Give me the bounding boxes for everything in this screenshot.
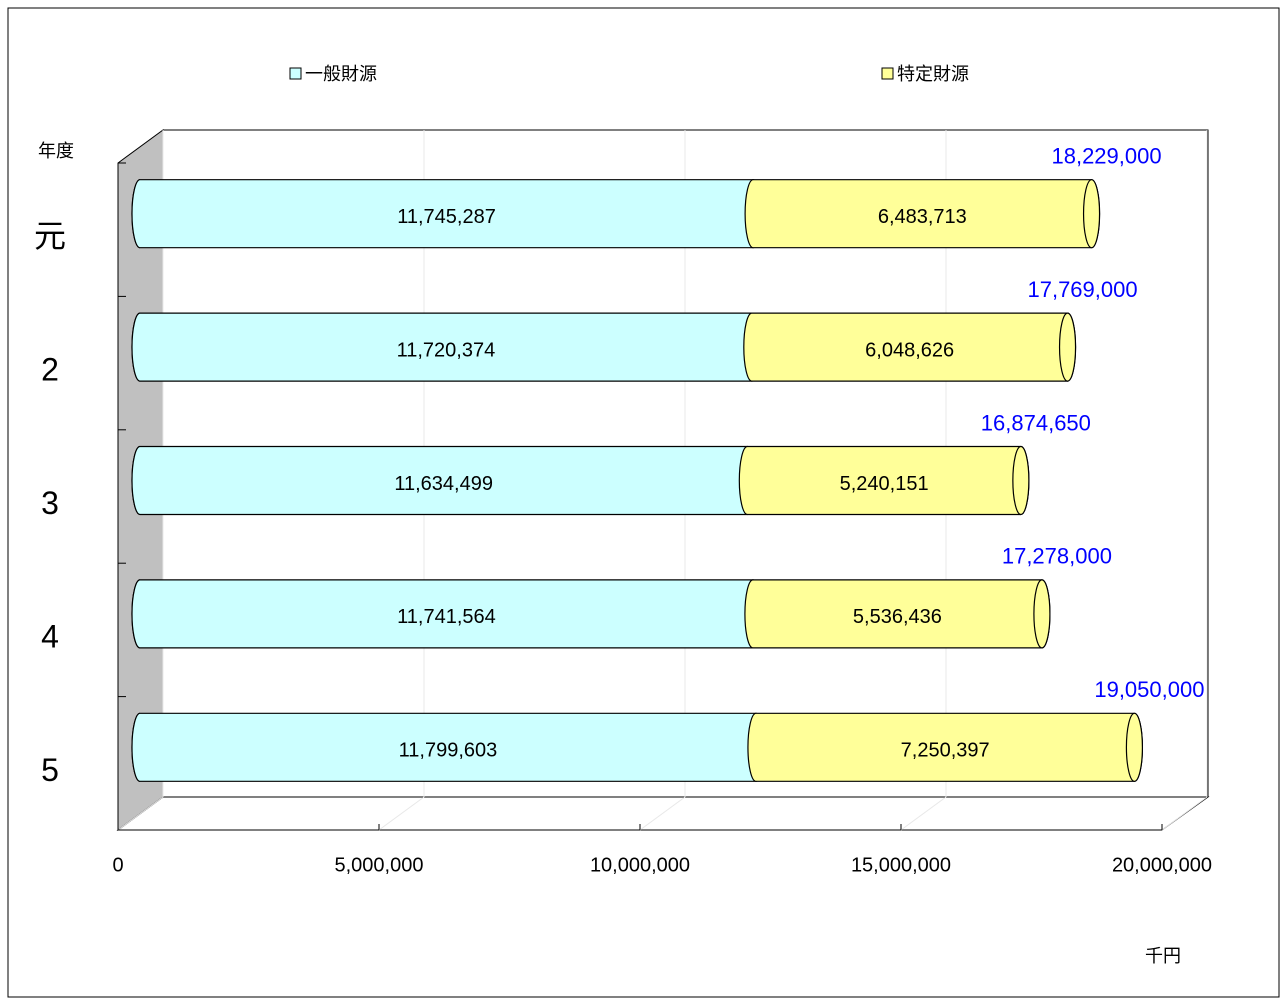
- bar-cap: [1082, 179, 1101, 249]
- legend-swatch: [881, 67, 894, 80]
- back-wall: [163, 129, 1209, 797]
- legend-label: 特定財源: [897, 64, 969, 84]
- x-axis-label: 千円: [1145, 946, 1181, 966]
- legend-label: 一般財源: [305, 64, 377, 84]
- x-tick-label: 10,000,000: [590, 854, 690, 876]
- grid-line: [639, 796, 686, 831]
- y-axis-label: 年度: [38, 141, 74, 161]
- y-tick-label: 元: [34, 218, 66, 254]
- bar-cap: [131, 712, 141, 782]
- data-label: 5,240,151: [840, 473, 929, 495]
- data-label: 11,799,603: [399, 740, 498, 762]
- grid-line: [378, 796, 425, 831]
- data-label: 11,745,287: [397, 206, 496, 228]
- bar-cap: [1033, 579, 1051, 649]
- bar-cap: [1058, 312, 1077, 382]
- y-tick-label: 3: [41, 485, 59, 521]
- x-tick-label: 5,000,000: [335, 854, 424, 876]
- y-tick-label: 5: [41, 752, 59, 788]
- bar-cap: [131, 179, 141, 249]
- bar-cap: [1012, 445, 1030, 516]
- grid-line: [1161, 796, 1208, 831]
- total-label: 19,050,000: [1094, 677, 1204, 702]
- x-tick-label: 20,000,000: [1112, 854, 1212, 876]
- y-tick-label: 2: [41, 352, 59, 388]
- legend-swatch: [289, 67, 302, 80]
- total-label: 17,769,000: [1027, 277, 1137, 302]
- bar-cap: [131, 312, 141, 382]
- total-label: 17,278,000: [1002, 544, 1112, 569]
- grid-line: [117, 796, 164, 831]
- grid-line: [900, 796, 947, 831]
- total-label: 18,229,000: [1051, 144, 1161, 169]
- bar-cap: [131, 579, 141, 649]
- bar-cap: [1125, 712, 1144, 782]
- data-label: 7,250,397: [901, 740, 990, 762]
- y-tick-label: 4: [41, 618, 59, 654]
- x-tick-label: 15,000,000: [851, 854, 951, 876]
- x-tick-label: 0: [112, 854, 123, 876]
- data-label: 5,536,436: [853, 606, 942, 628]
- data-label: 11,741,564: [397, 606, 496, 628]
- total-label: 16,874,650: [981, 410, 1091, 435]
- data-label: 11,634,499: [394, 473, 493, 495]
- data-label: 6,483,713: [878, 206, 967, 228]
- bar-cap: [131, 445, 141, 516]
- data-label: 11,720,374: [397, 339, 496, 361]
- data-label: 6,048,626: [865, 339, 954, 361]
